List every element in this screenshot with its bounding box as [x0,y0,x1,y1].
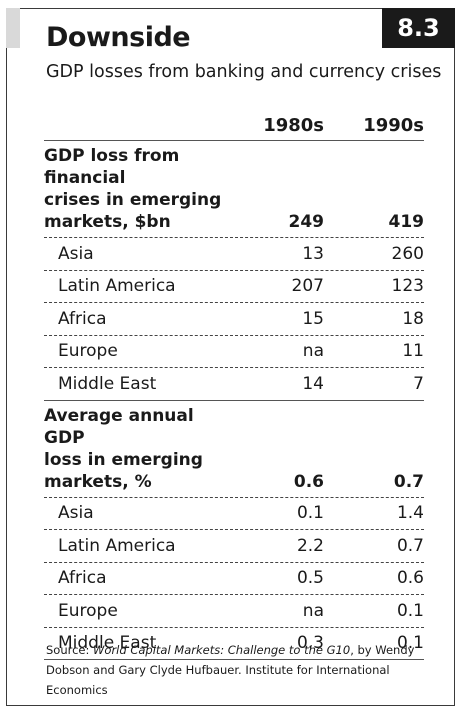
section-label: Average annual GDP loss in emerging mark… [44,405,203,492]
table-row: Middle East 14 7 [44,367,424,400]
section-total-1990s: 0.7 [393,471,424,492]
table-bottom-rule [44,659,424,660]
table-row: Africa 15 18 [44,302,424,335]
corner-accent [6,8,20,48]
section-header-gdp-loss-bn: GDP loss from financial crises in emergi… [44,141,424,237]
table-row: Asia 13 260 [44,237,424,270]
figure-title: Downside [46,22,191,53]
column-header-row: 1980s 1990s [44,110,424,141]
section-label: GDP loss from financial crises in emergi… [44,146,222,232]
figure-subtitle: GDP losses from banking and currency cri… [46,62,442,82]
section-total-1980s: 0.6 [293,471,324,492]
table-row: Latin America 2.2 0.7 [44,529,424,562]
column-header-1990s: 1990s [363,114,424,136]
table-row: Asia 0.1 1.4 [44,496,424,530]
section-header-gdp-loss-pct: Average annual GDP loss in emerging mark… [44,399,424,497]
column-header-1980s: 1980s [263,114,324,136]
section-total-1980s: 249 [288,212,325,232]
table-row: Latin America 207 123 [44,269,424,303]
table-row: Africa 0.5 0.6 [44,561,424,595]
section-total-1990s: 419 [388,212,425,232]
figure-number-badge: 8.3 [382,8,455,48]
source-note: Source: World Capital Markets: Challenge… [46,643,415,697]
figure-frame [6,8,455,706]
source-title: World Capital Markets: Challenge to the … [93,643,351,657]
table-row: Middle East 0.3 0.1 [44,626,424,660]
table-row: Europe na 0.1 [44,594,424,627]
data-table: 1980s 1990s GDP loss from financial cris… [44,110,424,660]
table-row: Europe na 11 [44,334,424,368]
